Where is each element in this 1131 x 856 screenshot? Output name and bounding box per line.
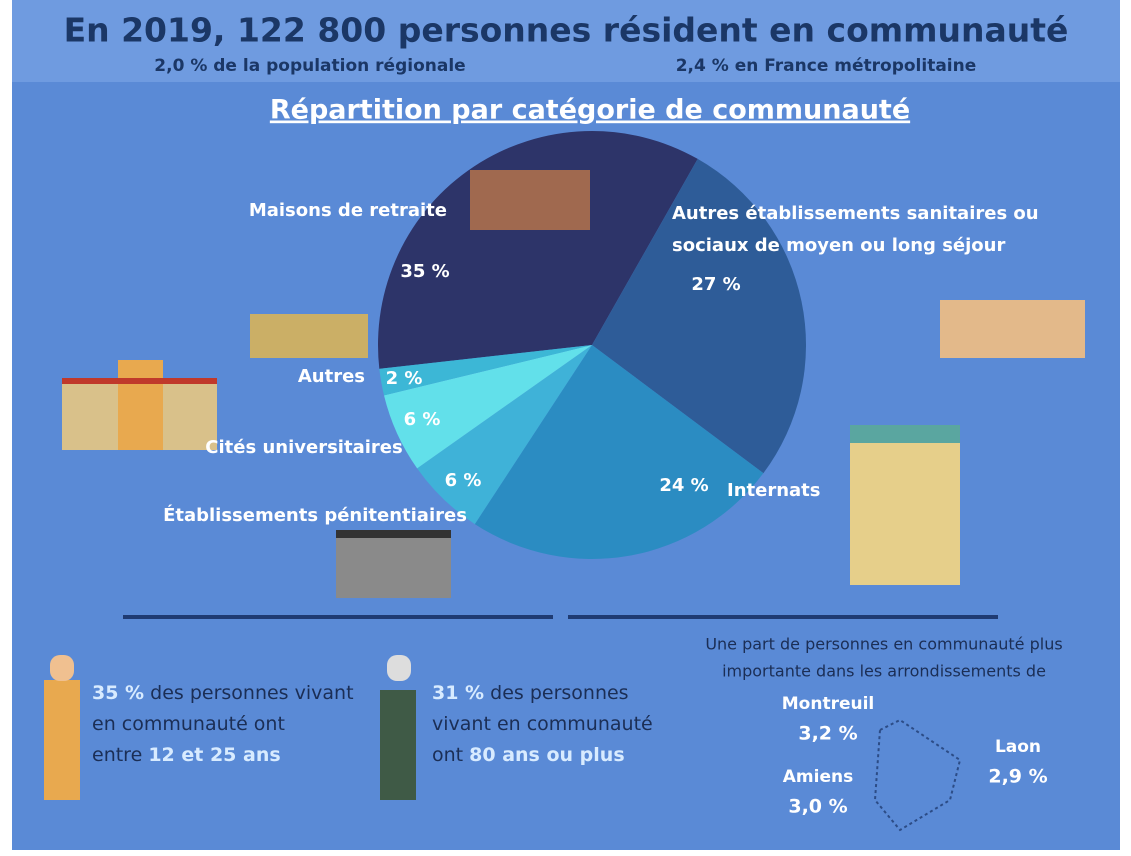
stat-segment: des personnes [484, 682, 629, 704]
category-label: Autres établissements sanitaires ou soci… [672, 203, 1039, 256]
place-value: 3,2 % [798, 723, 857, 745]
stat-text: 31 % des personnes [432, 682, 629, 704]
title: En 2019, 122 800 personnes résident en c… [64, 11, 1069, 50]
category-label: Maisons de retraite [249, 200, 447, 221]
stat-highlight: 31 % [432, 682, 484, 704]
stat-segment: en communauté ont [92, 713, 285, 735]
category-label: Autres [298, 366, 365, 387]
pie-slice [592, 158, 806, 474]
pie-slice [417, 345, 592, 525]
pie-slice [474, 345, 764, 559]
place-name: Montreuil [782, 694, 875, 714]
pie-slice [378, 131, 698, 369]
stat-highlight: 12 et 25 ans [148, 744, 280, 766]
category-label: Internats [727, 480, 820, 501]
category-label: Établissements pénitentiaires [163, 504, 467, 526]
stat-segment: des personnes vivant [144, 682, 353, 704]
stat-text: entre 12 et 25 ans [92, 744, 281, 766]
pie-slice [379, 345, 592, 396]
label-box: Autres établissements sanitaires ou soci… [672, 203, 1039, 256]
value-label: 27 % [691, 274, 740, 295]
stat-text: ont 80 ans ou plus [432, 744, 625, 766]
value-label: 35 % [400, 261, 449, 282]
subtitle: 2,4 % en France métropolitaine [676, 56, 977, 76]
stat-highlight: 35 % [92, 682, 144, 704]
stat-segment: vivant en communauté [432, 713, 653, 735]
value-label: 6 % [404, 409, 441, 430]
chart-title: Répartition par catégorie de communauté [270, 95, 910, 126]
pie-slice [384, 345, 592, 469]
stat-text: en communauté ont [92, 713, 285, 735]
map-note: importante dans les arrondissements de [722, 662, 1046, 681]
value-label: 6 % [445, 470, 482, 491]
value-label: 24 % [659, 475, 708, 496]
stat-segment: ont [432, 744, 469, 766]
category-label: Cités universitaires [205, 437, 402, 458]
subtitle: 2,0 % de la population régionale [154, 56, 465, 76]
place-name: Amiens [783, 767, 853, 787]
place-value: 3,0 % [788, 796, 847, 818]
stat-text: 35 % des personnes vivant [92, 682, 354, 704]
stat-segment: entre [92, 744, 148, 766]
stat-text: vivant en communauté [432, 713, 653, 735]
map-note: Une part de personnes en communauté plus [705, 635, 1062, 654]
illustration [44, 170, 1085, 832]
value-label: 2 % [386, 368, 423, 389]
place-name: Laon [995, 737, 1041, 757]
place-value: 2,9 % [988, 766, 1047, 788]
stat-highlight: 80 ans ou plus [469, 744, 624, 766]
header-band [12, 0, 1120, 82]
